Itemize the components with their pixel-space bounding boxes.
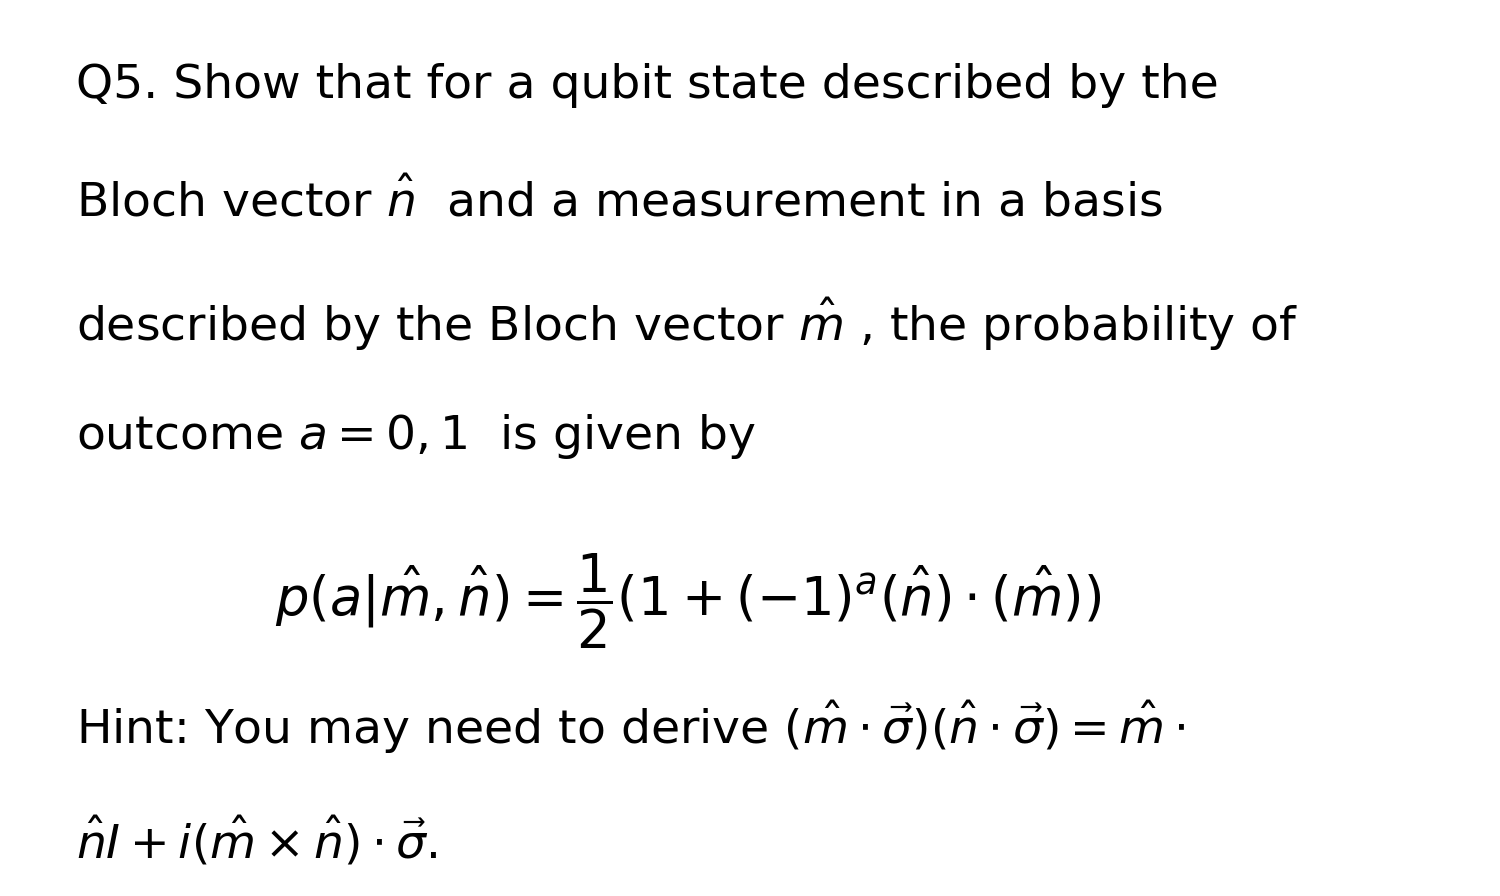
Text: $p(a|\hat{m}, \hat{n}) = \dfrac{1}{2}(1 + (-1)^{a}(\hat{n}) \cdot (\hat{m}))$: $p(a|\hat{m}, \hat{n}) = \dfrac{1}{2}(1 … [274,551,1101,650]
Text: $\hat{n}I + i(\hat{m} \times \hat{n}) \cdot \vec{\sigma}$.: $\hat{n}I + i(\hat{m} \times \hat{n}) \c… [75,815,436,869]
Text: Hint: You may need to derive $(\hat{m} \cdot \vec{\sigma})(\hat{n} \cdot \vec{\s: Hint: You may need to derive $(\hat{m} \… [75,699,1185,756]
Text: Bloch vector $\hat{n}$  and a measurement in a basis: Bloch vector $\hat{n}$ and a measurement… [75,179,1162,227]
Text: described by the Bloch vector $\hat{m}$ , the probability of: described by the Bloch vector $\hat{m}$ … [75,296,1298,353]
Text: outcome $a = 0, 1$  is given by: outcome $a = 0, 1$ is given by [75,412,756,461]
Text: Q5. Show that for a qubit state described by the: Q5. Show that for a qubit state describe… [75,63,1218,108]
